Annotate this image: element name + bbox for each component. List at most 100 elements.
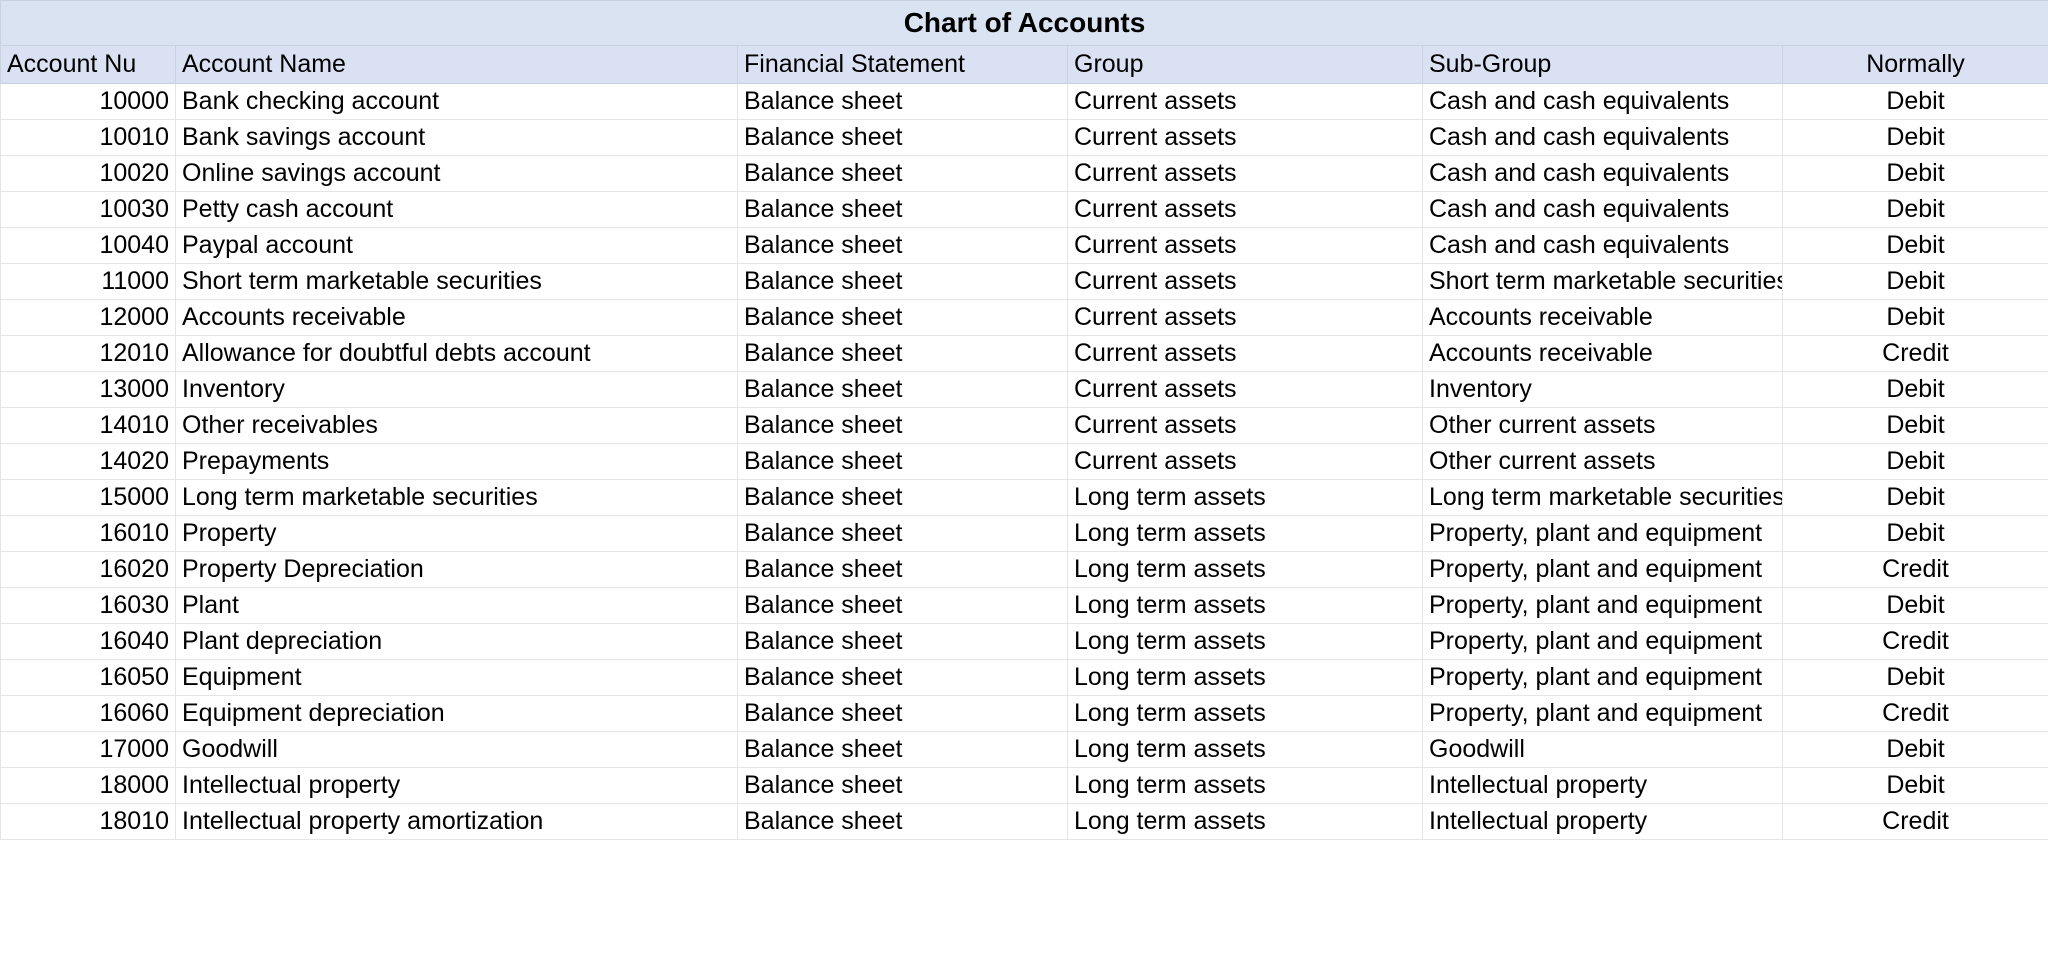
- table-cell: Allowance for doubtful debts account: [176, 336, 738, 372]
- table-cell: Debit: [1783, 768, 2048, 804]
- table-cell: 11000: [1, 264, 176, 300]
- table-cell: Debit: [1783, 228, 2048, 264]
- table-cell: Current assets: [1068, 120, 1423, 156]
- table-cell: Short term marketable securities: [1423, 264, 1783, 300]
- table-cell: Long term assets: [1068, 588, 1423, 624]
- table-cell: Property, plant and equipment: [1423, 624, 1783, 660]
- col-header-financial-statement: Financial Statement: [738, 46, 1068, 84]
- table-cell: Debit: [1783, 408, 2048, 444]
- table-cell: Current assets: [1068, 228, 1423, 264]
- table-cell: Plant: [176, 588, 738, 624]
- table-row: 10000Bank checking accountBalance sheetC…: [1, 84, 2048, 120]
- table-row: 11000Short term marketable securitiesBal…: [1, 264, 2048, 300]
- table-row: 12010Allowance for doubtful debts accoun…: [1, 336, 2048, 372]
- table-cell: Cash and cash equivalents: [1423, 156, 1783, 192]
- table-cell: Property Depreciation: [176, 552, 738, 588]
- table-cell: Balance sheet: [738, 660, 1068, 696]
- table-cell: 16020: [1, 552, 176, 588]
- table-cell: Accounts receivable: [176, 300, 738, 336]
- table-cell: 10010: [1, 120, 176, 156]
- table-cell: Online savings account: [176, 156, 738, 192]
- table-cell: Balance sheet: [738, 552, 1068, 588]
- table-row: 10030Petty cash accountBalance sheetCurr…: [1, 192, 2048, 228]
- table-row: 10020Online savings accountBalance sheet…: [1, 156, 2048, 192]
- table-cell: Bank savings account: [176, 120, 738, 156]
- table-cell: Debit: [1783, 660, 2048, 696]
- table-body: 10000Bank checking accountBalance sheetC…: [1, 84, 2048, 840]
- table-cell: Debit: [1783, 372, 2048, 408]
- table-cell: Intellectual property: [1423, 768, 1783, 804]
- table-cell: Property, plant and equipment: [1423, 696, 1783, 732]
- table-cell: Balance sheet: [738, 444, 1068, 480]
- table-cell: Balance sheet: [738, 804, 1068, 840]
- table-cell: Credit: [1783, 624, 2048, 660]
- table-cell: 16030: [1, 588, 176, 624]
- table-cell: Cash and cash equivalents: [1423, 120, 1783, 156]
- table-cell: 16040: [1, 624, 176, 660]
- table-cell: Credit: [1783, 804, 2048, 840]
- table-cell: Current assets: [1068, 192, 1423, 228]
- table-cell: Long term assets: [1068, 804, 1423, 840]
- table-row: 16020Property DepreciationBalance sheetL…: [1, 552, 2048, 588]
- table-cell: 16050: [1, 660, 176, 696]
- table-cell: Long term marketable securities: [1423, 480, 1783, 516]
- table-row: 10040Paypal accountBalance sheetCurrent …: [1, 228, 2048, 264]
- table-cell: Current assets: [1068, 336, 1423, 372]
- table-cell: Petty cash account: [176, 192, 738, 228]
- table-cell: Balance sheet: [738, 156, 1068, 192]
- table-cell: Cash and cash equivalents: [1423, 192, 1783, 228]
- table-row: 16060Equipment depreciationBalance sheet…: [1, 696, 2048, 732]
- table-row: 13000InventoryBalance sheetCurrent asset…: [1, 372, 2048, 408]
- table-cell: Balance sheet: [738, 120, 1068, 156]
- table-cell: Accounts receivable: [1423, 300, 1783, 336]
- table-cell: Long term assets: [1068, 696, 1423, 732]
- table-cell: Accounts receivable: [1423, 336, 1783, 372]
- table-cell: Equipment: [176, 660, 738, 696]
- table-cell: Prepayments: [176, 444, 738, 480]
- table-cell: Bank checking account: [176, 84, 738, 120]
- table-cell: Paypal account: [176, 228, 738, 264]
- table-cell: 10040: [1, 228, 176, 264]
- table-cell: Long term assets: [1068, 516, 1423, 552]
- table-cell: Long term assets: [1068, 732, 1423, 768]
- table-cell: Cash and cash equivalents: [1423, 84, 1783, 120]
- table-cell: 13000: [1, 372, 176, 408]
- table-cell: Equipment depreciation: [176, 696, 738, 732]
- table-cell: Debit: [1783, 84, 2048, 120]
- table-cell: Balance sheet: [738, 768, 1068, 804]
- table-cell: 18010: [1, 804, 176, 840]
- table-cell: 12010: [1, 336, 176, 372]
- table-cell: Debit: [1783, 300, 2048, 336]
- table-row: 17000GoodwillBalance sheetLong term asse…: [1, 732, 2048, 768]
- table-cell: Long term assets: [1068, 768, 1423, 804]
- table-cell: Intellectual property amortization: [176, 804, 738, 840]
- table-cell: Balance sheet: [738, 372, 1068, 408]
- col-header-sub-group: Sub-Group: [1423, 46, 1783, 84]
- table-cell: Long term assets: [1068, 552, 1423, 588]
- table-cell: 17000: [1, 732, 176, 768]
- table-cell: Balance sheet: [738, 228, 1068, 264]
- table-title: Chart of Accounts: [1, 1, 2048, 46]
- table-cell: Balance sheet: [738, 732, 1068, 768]
- table-cell: Balance sheet: [738, 624, 1068, 660]
- table-cell: Plant depreciation: [176, 624, 738, 660]
- table-cell: Balance sheet: [738, 84, 1068, 120]
- table-cell: Current assets: [1068, 156, 1423, 192]
- table-cell: Balance sheet: [738, 480, 1068, 516]
- table-cell: Debit: [1783, 120, 2048, 156]
- table-cell: Inventory: [1423, 372, 1783, 408]
- table-cell: Long term assets: [1068, 660, 1423, 696]
- table-cell: 10030: [1, 192, 176, 228]
- table-cell: Debit: [1783, 732, 2048, 768]
- table-cell: Balance sheet: [738, 588, 1068, 624]
- table-row: 18010Intellectual property amortizationB…: [1, 804, 2048, 840]
- table-cell: Debit: [1783, 480, 2048, 516]
- table-cell: Debit: [1783, 516, 2048, 552]
- table-cell: Debit: [1783, 192, 2048, 228]
- table-cell: Credit: [1783, 552, 2048, 588]
- table-row: 15000Long term marketable securitiesBala…: [1, 480, 2048, 516]
- table-cell: 16010: [1, 516, 176, 552]
- table-cell: Intellectual property: [176, 768, 738, 804]
- table-cell: Other current assets: [1423, 444, 1783, 480]
- col-header-account-name: Account Name: [176, 46, 738, 84]
